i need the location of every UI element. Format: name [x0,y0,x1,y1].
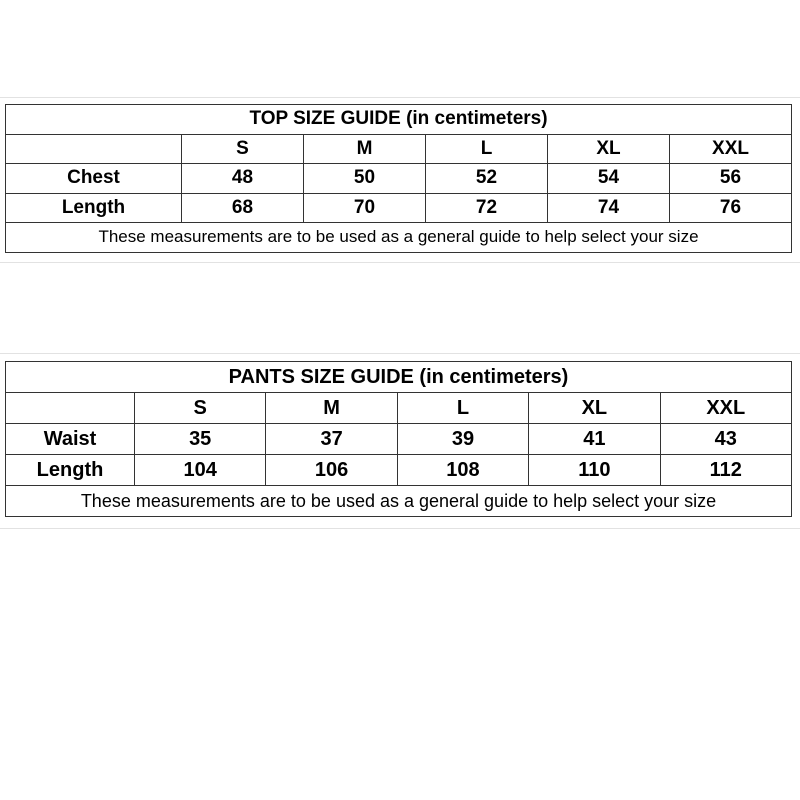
cell: 35 [133,423,267,455]
size-header: XL [528,392,661,424]
cell: 104 [133,454,267,486]
row-label: Length [5,192,182,223]
empty-cell [5,133,182,164]
gridline [0,97,800,98]
row-label: Chest [5,163,182,194]
gridline [0,353,800,354]
size-header: L [396,392,530,424]
cell: 39 [396,423,530,455]
size-header: S [181,133,304,164]
table-row: Chest 48 50 52 54 56 [5,163,792,194]
table-row: Length 68 70 72 74 76 [5,192,792,223]
table-row: Waist 35 37 39 41 43 [5,423,793,455]
size-header: M [303,133,426,164]
table-row: Length 104 106 108 110 112 [5,454,793,486]
row-label: Waist [5,423,135,455]
size-header: XXL [659,392,793,424]
empty-cell [5,392,135,424]
gridline [0,528,800,529]
table-title: TOP SIZE GUIDE (in centimeters) [5,104,792,135]
cell: 108 [396,454,530,486]
table-note: These measurements are to be used as a g… [5,485,792,517]
cell: 43 [659,423,793,455]
cell: 48 [181,163,304,194]
cell: 54 [547,163,670,194]
cell: 41 [528,423,661,455]
size-header: M [265,392,398,424]
size-header-row: S M L XL XXL [5,133,792,164]
cell: 112 [659,454,793,486]
size-header: S [133,392,267,424]
size-header-row: S M L XL XXL [5,392,793,424]
cell: 68 [181,192,304,223]
cell: 52 [425,163,548,194]
cell: 56 [669,163,792,194]
cell: 76 [669,192,792,223]
cell: 70 [303,192,426,223]
cell: 110 [528,454,661,486]
cell: 50 [303,163,426,194]
size-header: XL [547,133,670,164]
top-size-guide-table: TOP SIZE GUIDE (in centimeters) S M L XL… [5,104,792,253]
pants-size-guide-table: PANTS SIZE GUIDE (in centimeters) S M L … [5,361,793,517]
table-title: PANTS SIZE GUIDE (in centimeters) [5,361,792,393]
gridline [0,262,800,263]
row-label: Length [5,454,135,486]
cell: 106 [265,454,398,486]
cell: 72 [425,192,548,223]
cell: 74 [547,192,670,223]
size-header: XXL [669,133,792,164]
size-header: L [425,133,548,164]
table-note: These measurements are to be used as a g… [5,222,792,253]
cell: 37 [265,423,398,455]
